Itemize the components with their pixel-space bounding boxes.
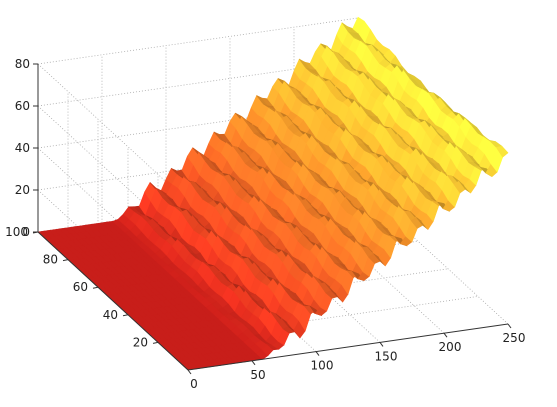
z-tick-label: 60 [15, 99, 30, 113]
surface-patch [495, 145, 509, 158]
x-tick-label: 0 [190, 377, 198, 391]
x-axis [187, 323, 509, 371]
z-tick-label: 20 [15, 183, 30, 197]
x-tick-mark [507, 323, 512, 329]
grid-line [229, 204, 381, 343]
x-tick-label: 100 [311, 359, 334, 373]
y-tick-mark [122, 314, 129, 317]
x-tick-label: 50 [250, 368, 265, 382]
z-tick-label: 40 [15, 141, 30, 155]
x-tick-mark [315, 351, 320, 356]
x-tick-mark [187, 369, 192, 375]
z-tick-label: 0 [22, 225, 30, 239]
y-tick-mark [92, 286, 99, 289]
x-tick-mark [251, 360, 256, 366]
x-tick-label: 250 [503, 331, 526, 345]
x-tick-mark [443, 332, 448, 338]
grid-line [293, 194, 445, 334]
y-tick-mark [62, 259, 69, 262]
y-tick-label: 80 [43, 253, 58, 267]
y-tick-mark [152, 341, 159, 344]
x-tick-label: 200 [439, 340, 462, 354]
surface-plot [37, 16, 509, 371]
y-tick-label: 100 [5, 225, 28, 239]
grid-line [37, 105, 189, 245]
grid-line [357, 185, 509, 325]
y-tick-label: 20 [133, 335, 148, 349]
x-tick-label: 150 [375, 349, 398, 363]
z-tick-label: 80 [15, 57, 30, 71]
x-tick-mark [379, 342, 384, 347]
y-tick-label: 40 [103, 308, 118, 322]
y-axis [37, 231, 189, 371]
grid-line [37, 63, 189, 203]
grid-line [37, 147, 189, 287]
grid-line [37, 17, 359, 65]
y-tick-label: 60 [73, 280, 88, 294]
grid-line [37, 189, 189, 329]
